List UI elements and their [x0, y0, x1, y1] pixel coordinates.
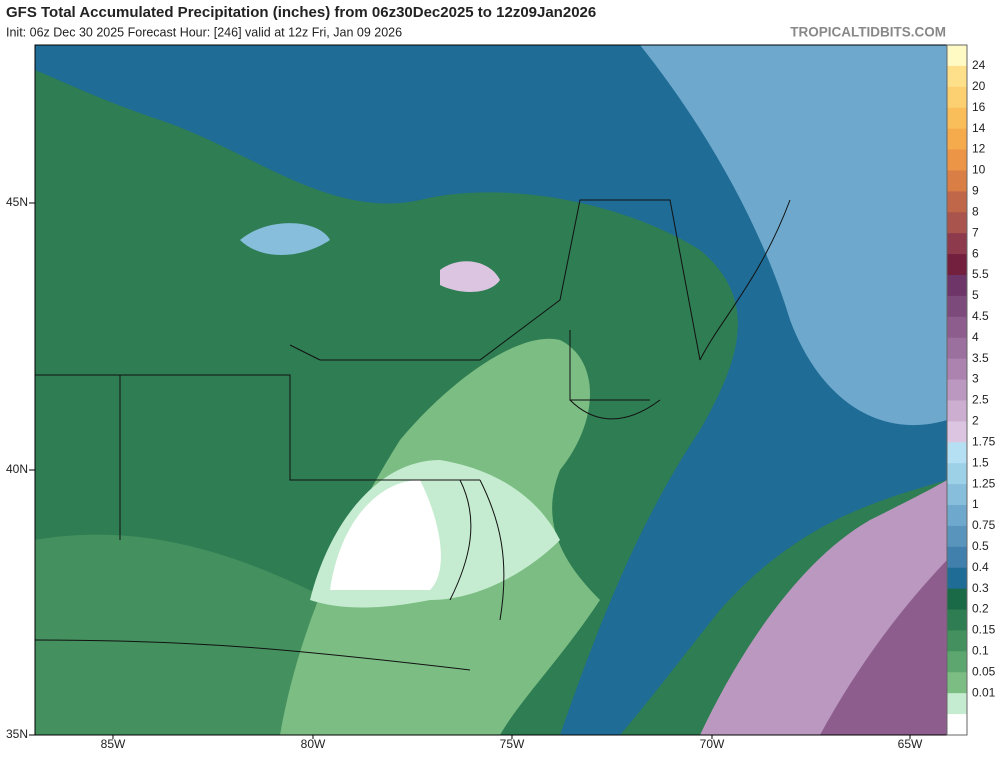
colorbar-label: 10: [972, 163, 986, 177]
colorbar-label: 0.15: [972, 623, 996, 637]
colorbar-band: [947, 45, 967, 67]
title: GFS Total Accumulated Precipitation (inc…: [6, 4, 596, 21]
colorbar-label: 0.4: [972, 560, 989, 574]
colorbar-band: [947, 672, 967, 694]
dark-purple-region: [820, 560, 947, 735]
colorbar-band: [947, 379, 967, 401]
colorbar-band: [947, 505, 967, 527]
brand: TROPICALTIDBITS.COM: [790, 25, 946, 40]
colorbar-label: 0.5: [972, 539, 989, 553]
colorbar-label: 12: [972, 142, 986, 156]
colorbar-band: [947, 588, 967, 611]
colorbar-label: 20: [972, 79, 986, 93]
colorbar-band: [947, 714, 967, 736]
colorbar-band: [947, 630, 967, 652]
colorbar-band: [947, 525, 967, 548]
map-axes: 45N 40N 35N 85W 80W 75W 70W 65W: [6, 195, 923, 751]
colorbar-label: 3.5: [972, 351, 989, 365]
colorbar: 24 20 16 14 12 10 9 8 7 6 5.5 5 4.5 4 3.5 3 2.5 2 1.75 1.5 1…: [946, 44, 996, 736]
colorbar-label: 1.5: [972, 455, 989, 469]
colorbar-band: [947, 567, 967, 590]
colorbar-label: 2.5: [972, 393, 989, 407]
colorbar-label: 0.75: [972, 518, 996, 532]
colorbar-band: [947, 400, 967, 422]
lon-label: 70W: [700, 737, 725, 751]
colorbar-band: [947, 421, 967, 443]
lat-label: 45N: [6, 195, 28, 209]
borders: [35, 199, 791, 671]
colorbar-band: [947, 212, 967, 234]
map: [34, 44, 948, 736]
colorbar-band: [947, 128, 967, 151]
colorbar-band: [947, 149, 967, 171]
colorbar-band: [947, 463, 967, 485]
colorbar-frame: [946, 44, 968, 736]
colorbar-label: 24: [972, 58, 986, 72]
colorbar-band: [947, 233, 967, 255]
colorbar-band: [947, 609, 967, 631]
green-south: [35, 534, 369, 735]
colorbar-label: 7: [972, 225, 979, 239]
colorbar-label: 0.1: [972, 644, 989, 658]
light-blue-region: [640, 45, 947, 426]
subtitle: Init: 06z Dec 30 2025 Forecast Hour: [24…: [6, 25, 402, 39]
lon-label: 80W: [301, 737, 326, 751]
colorbar-label: 16: [972, 100, 986, 114]
lon-label: 65W: [898, 737, 923, 751]
colorbar-band: [947, 358, 967, 381]
pink-spot: [440, 261, 500, 292]
colorbar-band: [947, 484, 967, 506]
colorbar-label: 0.3: [972, 581, 989, 595]
colorbar-band: [947, 337, 967, 360]
colorbar-label: 5.5: [972, 267, 989, 281]
colorbar-band: [947, 693, 967, 715]
colorbar-band: [947, 191, 967, 213]
colorbar-label: 4: [972, 330, 979, 344]
lon-label: 75W: [500, 737, 525, 751]
colorbar-band: [947, 546, 967, 569]
colorbar-label: 4.5: [972, 309, 989, 323]
colorbar-label: 6: [972, 246, 979, 260]
colorbar-band: [947, 442, 967, 464]
colorbar-label: 3: [972, 372, 979, 386]
colorbar-label: 14: [972, 121, 986, 135]
colorbar-band: [947, 295, 967, 318]
colorbar-label: 1.75: [972, 434, 996, 448]
colorbar-band: [947, 651, 967, 673]
blue-spot: [240, 223, 330, 255]
lat-label: 35N: [6, 727, 28, 741]
colorbar-band: [947, 65, 967, 88]
colorbar-label: 9: [972, 184, 979, 198]
blue-region: [35, 45, 947, 735]
colorbar-band: [947, 254, 967, 276]
white-region: [330, 480, 441, 590]
colorbar-band: [947, 170, 967, 192]
colorbar-label: 0.2: [972, 602, 989, 616]
colorbar-band: [947, 86, 967, 109]
colorbar-band: [947, 107, 967, 130]
lat-label: 40N: [6, 462, 28, 476]
colorbar-label: 5: [972, 288, 979, 302]
colorbar-label: 8: [972, 204, 979, 218]
colorbar-label: 0.01: [972, 685, 996, 699]
colorbar-label: 1: [972, 497, 979, 511]
colorbar-label: 0.05: [972, 664, 996, 678]
colorbar-band: [947, 275, 967, 297]
colorbar-band: [947, 316, 967, 339]
lon-label: 85W: [101, 737, 126, 751]
colorbar-label: 2: [972, 414, 979, 428]
colorbar-label: 1.25: [972, 476, 996, 490]
